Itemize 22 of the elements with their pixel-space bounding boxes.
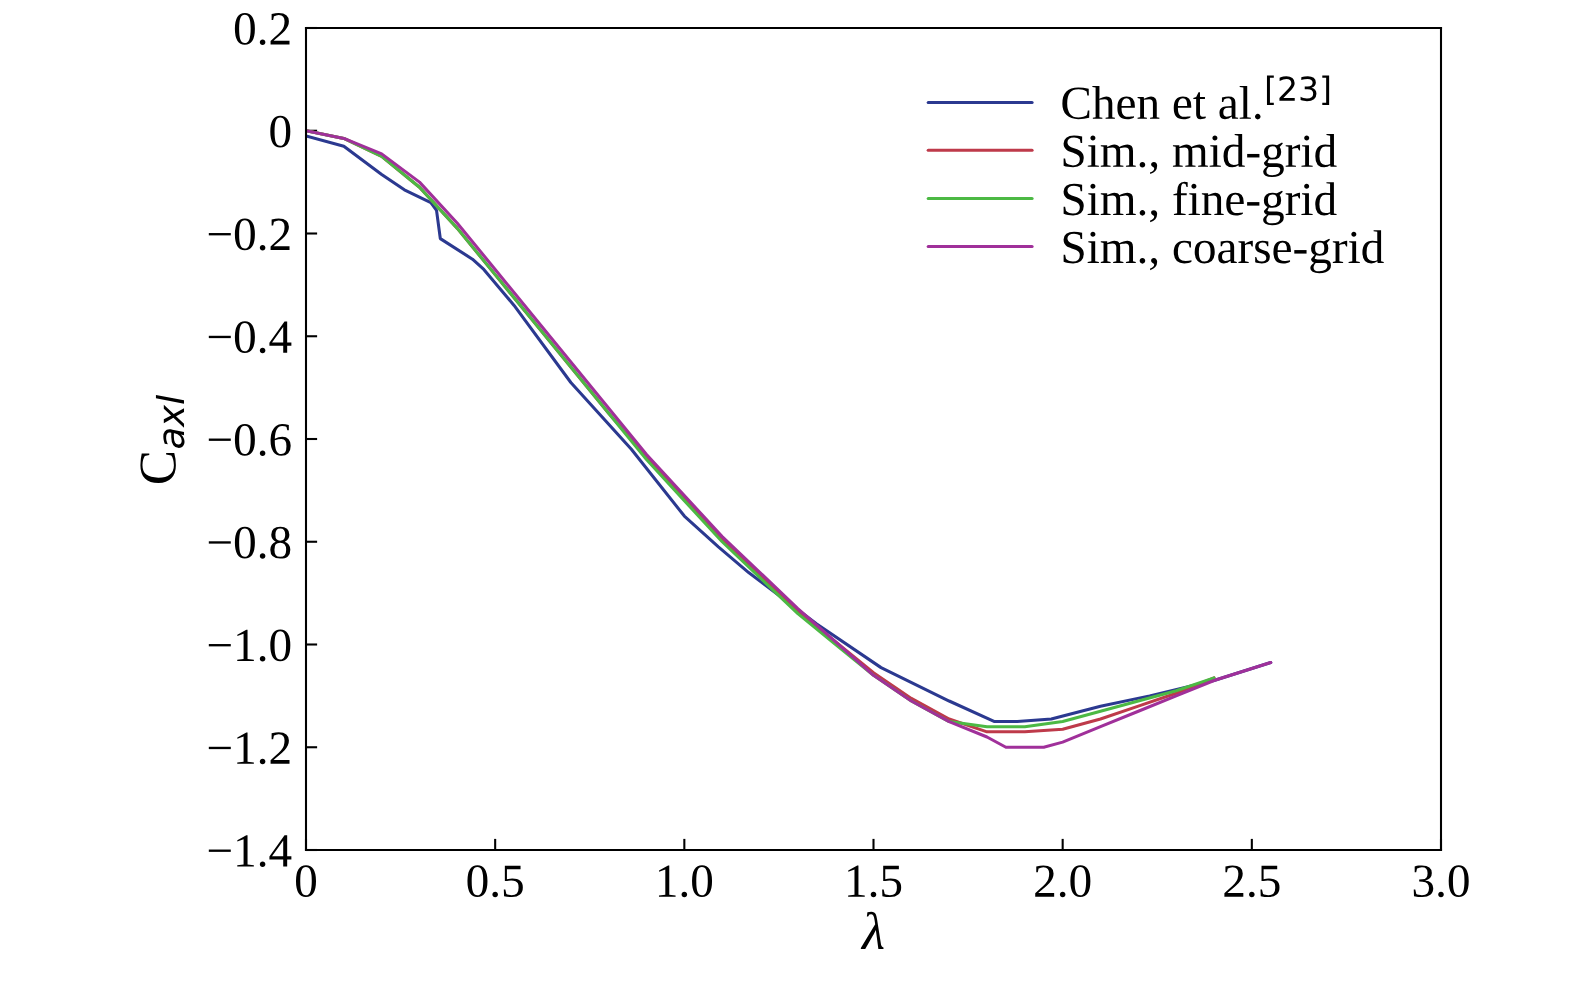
x-tick-label: 2.0 bbox=[1035, 865, 1091, 898]
y-tick-label: −1.2 bbox=[208, 732, 290, 765]
y-tick-label: 0 bbox=[270, 115, 291, 148]
x-tick-label: 0 bbox=[295, 865, 317, 898]
x-tick-label: 1.5 bbox=[848, 865, 902, 898]
y-tick-label: −0.4 bbox=[208, 321, 292, 354]
legend-label: Chen et al.$^{[23]}$ bbox=[1062, 75, 1330, 120]
y-axis-title: C$_{axl}$ bbox=[140, 394, 185, 484]
legend-label: Sim., fine-grid bbox=[1063, 181, 1337, 226]
y-tick-label: −1.0 bbox=[208, 629, 291, 662]
y-tick-label: −1.4 bbox=[208, 835, 292, 868]
x-tick-label: 1.0 bbox=[658, 865, 713, 898]
y-tick-label: −0.6 bbox=[208, 423, 291, 457]
x-tick-label: 0.5 bbox=[467, 865, 523, 898]
y-tick-label: 0.2 bbox=[234, 12, 290, 46]
y-tick-label: −0.2 bbox=[208, 218, 290, 251]
x-axis-title: λ bbox=[860, 911, 884, 949]
legend-label: Sim., coarse-grid bbox=[1063, 230, 1384, 274]
x-tick-label: 2.5 bbox=[1224, 865, 1280, 898]
legend-label: Sim., mid-grid bbox=[1063, 134, 1337, 178]
x-tick-label: 3.0 bbox=[1413, 865, 1469, 898]
y-tick-label: −0.8 bbox=[208, 526, 291, 559]
